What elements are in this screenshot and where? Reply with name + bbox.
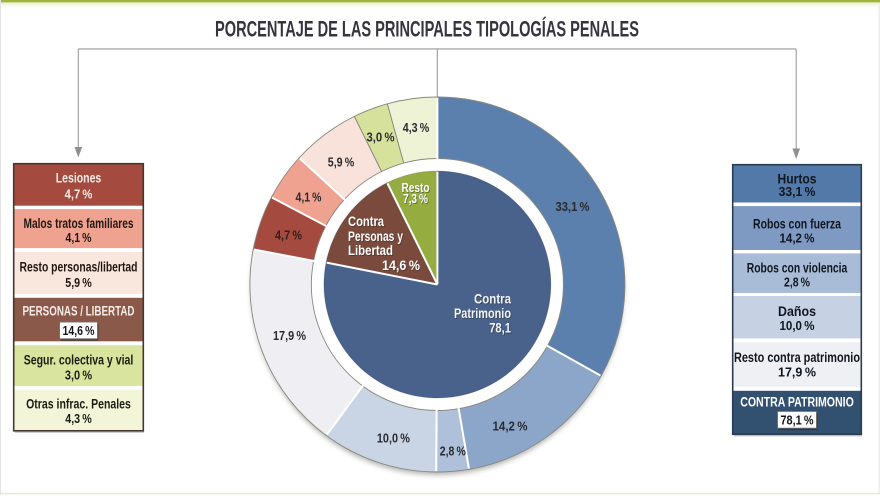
svg-text:78,1: 78,1 <box>489 321 511 336</box>
svg-text:14,2 %: 14,2 % <box>493 419 528 434</box>
svg-text:2,8 %: 2,8 % <box>784 275 810 290</box>
svg-text:Resto contra patrimonio: Resto contra patrimonio <box>734 350 860 365</box>
svg-text:3,0 %: 3,0 % <box>367 130 395 145</box>
svg-text:Libertad: Libertad <box>348 243 393 258</box>
svg-text:2,8 %: 2,8 % <box>440 444 466 459</box>
svg-text:3,0 %: 3,0 % <box>65 367 93 382</box>
svg-text:CONTRA PATRIMONIO: CONTRA PATRIMONIO <box>740 395 854 410</box>
svg-text:Personas y: Personas y <box>348 229 403 244</box>
svg-text:5,9 %: 5,9 % <box>65 275 92 290</box>
svg-text:4,7 %: 4,7 % <box>65 186 93 201</box>
svg-text:33,1 %: 33,1 % <box>779 184 816 199</box>
svg-text:Patrimonio: Patrimonio <box>454 306 511 321</box>
svg-text:PORCENTAJE DE LAS PRINCIPALES: PORCENTAJE DE LAS PRINCIPALES TIPOLOGÍAS… <box>215 17 639 42</box>
svg-text:Robos con fuerza: Robos con fuerza <box>753 216 841 231</box>
svg-text:4,3 %: 4,3 % <box>65 411 92 426</box>
svg-text:4,3 %: 4,3 % <box>403 120 430 135</box>
svg-text:14,6 %: 14,6 % <box>382 258 420 273</box>
svg-text:Daños: Daños <box>778 304 816 319</box>
svg-text:10,0 %: 10,0 % <box>780 318 815 333</box>
svg-text:Contra: Contra <box>474 292 511 307</box>
svg-text:17,9 %: 17,9 % <box>273 328 306 343</box>
svg-text:14,2 %: 14,2 % <box>780 230 815 245</box>
svg-text:4,1 %: 4,1 % <box>66 230 92 245</box>
svg-text:14,6 %: 14,6 % <box>63 323 95 338</box>
svg-text:Malos tratos familiares: Malos tratos familiares <box>24 216 134 231</box>
svg-text:78,1 %: 78,1 % <box>781 412 814 427</box>
svg-text:10,0 %: 10,0 % <box>377 430 410 445</box>
svg-text:4,7 %: 4,7 % <box>275 228 302 243</box>
svg-text:Robos con violencia: Robos con violencia <box>747 261 848 276</box>
svg-text:Contra: Contra <box>348 214 384 229</box>
svg-text:17,9 %: 17,9 % <box>778 364 816 379</box>
svg-text:Lesiones: Lesiones <box>56 171 102 186</box>
svg-text:5,9 %: 5,9 % <box>328 155 355 170</box>
svg-text:PERSONAS / LIBERTAD: PERSONAS / LIBERTAD <box>23 303 135 318</box>
svg-text:33,1 %: 33,1 % <box>556 199 590 214</box>
svg-text:Resto personas/libertad: Resto personas/libertad <box>20 260 138 275</box>
svg-text:Segur. colectiva y vial: Segur. colectiva y vial <box>24 352 134 367</box>
svg-text:Otras infrac. Penales: Otras infrac. Penales <box>26 396 131 411</box>
svg-text:4,1 %: 4,1 % <box>296 190 322 205</box>
svg-text:7,3 %: 7,3 % <box>403 192 428 206</box>
